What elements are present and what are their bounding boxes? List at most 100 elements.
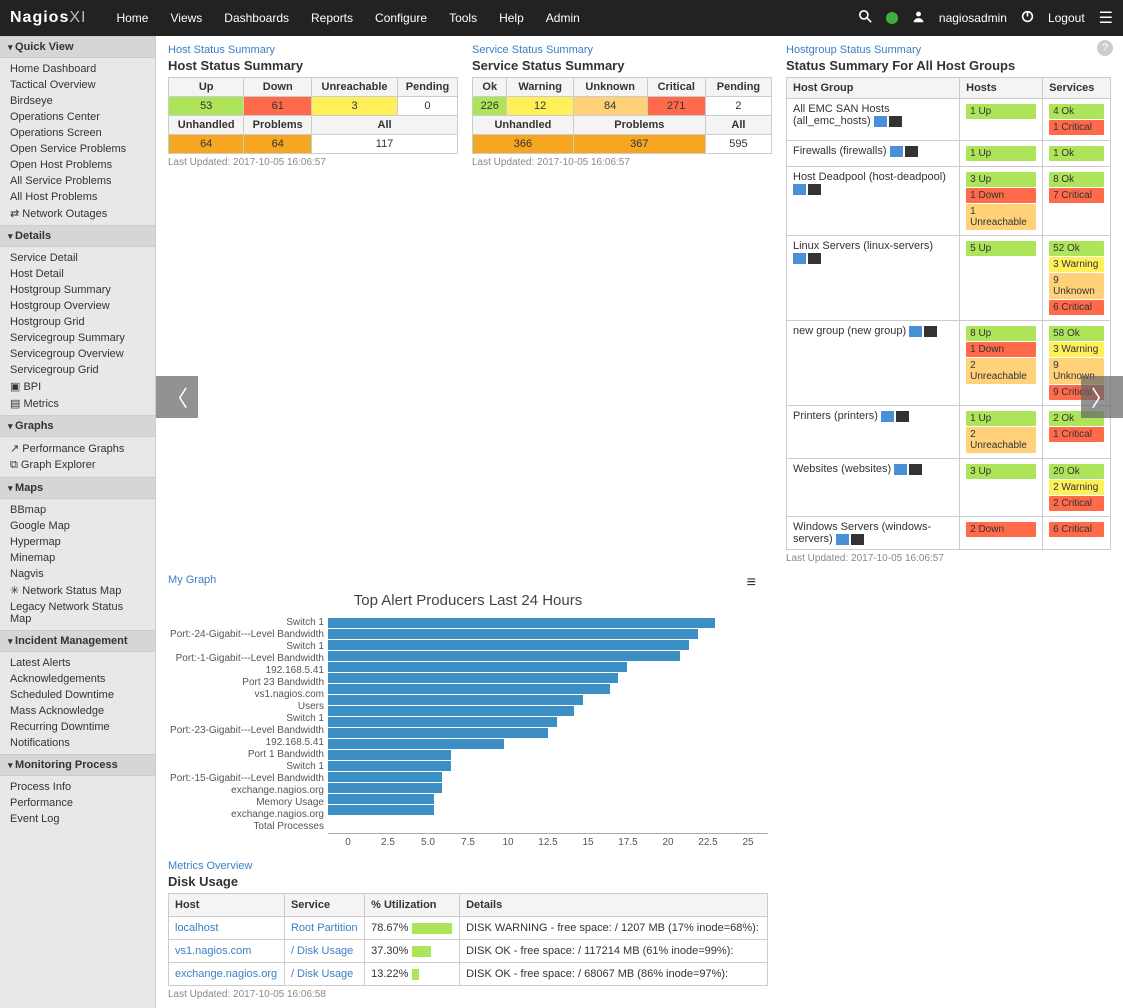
side-item[interactable]: Legacy Network Status Map <box>0 599 155 627</box>
side-item[interactable]: Minemap <box>0 550 155 566</box>
side-item[interactable]: Event Log <box>0 811 155 827</box>
side-item[interactable]: Mass Acknowledge <box>0 703 155 719</box>
side-item[interactable]: ▣ BPI <box>0 378 155 395</box>
side-item[interactable]: Hostgroup Overview <box>0 298 155 314</box>
logo-name: Nagios <box>10 9 69 26</box>
nav-help[interactable]: Help <box>499 11 524 25</box>
side-item[interactable]: ⧉ Graph Explorer <box>0 457 155 474</box>
detail-icon[interactable] <box>924 326 937 337</box>
grid-icon[interactable] <box>793 253 806 264</box>
side-item[interactable]: Operations Screen <box>0 125 155 141</box>
side-item[interactable]: ↗ Performance Graphs <box>0 440 155 457</box>
side-section[interactable]: Graphs <box>0 415 155 437</box>
side-item[interactable]: Servicegroup Summary <box>0 330 155 346</box>
status-ok-icon[interactable] <box>886 12 898 24</box>
svc-status-link[interactable]: Service Status Summary <box>472 44 772 56</box>
prev-arrow[interactable]: 〈 <box>156 376 198 418</box>
side-item[interactable]: Recurring Downtime <box>0 719 155 735</box>
side-item[interactable]: All Service Problems <box>0 173 155 189</box>
disk-host-link[interactable]: exchange.nagios.org <box>175 968 277 980</box>
side-section[interactable]: Monitoring Process <box>0 754 155 776</box>
side-item[interactable]: Home Dashboard <box>0 61 155 77</box>
side-item[interactable]: Hypermap <box>0 534 155 550</box>
content: ? Host Status Summary Host Status Summar… <box>156 36 1123 1008</box>
nav-views[interactable]: Views <box>170 11 202 25</box>
chart-title: Top Alert Producers Last 24 Hours <box>168 592 768 609</box>
side-item[interactable]: BBmap <box>0 502 155 518</box>
chart-link[interactable]: My Graph <box>168 574 768 586</box>
username[interactable]: nagiosadmin <box>939 11 1007 25</box>
side-item[interactable]: All Host Problems <box>0 189 155 205</box>
grid-icon[interactable] <box>894 464 907 475</box>
grid-icon[interactable] <box>874 116 887 127</box>
hostgroup-link[interactable]: Hostgroup Status Summary <box>786 44 1111 56</box>
next-arrow[interactable]: 〉 <box>1081 376 1123 418</box>
grid-icon[interactable] <box>881 411 894 422</box>
grid-icon[interactable] <box>909 326 922 337</box>
disk-svc-link[interactable]: / Disk Usage <box>291 968 353 980</box>
detail-icon[interactable] <box>905 146 918 157</box>
detail-icon[interactable] <box>808 184 821 195</box>
side-item[interactable]: Service Detail <box>0 250 155 266</box>
disk-ts: Last Updated: 2017-10-05 16:06:58 <box>168 989 768 1000</box>
hostgroup-dashlet: Hostgroup Status Summary Status Summary … <box>786 44 1111 564</box>
logout-link[interactable]: Logout <box>1048 11 1085 25</box>
nav-configure[interactable]: Configure <box>375 11 427 25</box>
side-section[interactable]: Details <box>0 225 155 247</box>
disk-link[interactable]: Metrics Overview <box>168 860 768 872</box>
nav-right: nagiosadmin Logout ☰ <box>859 8 1113 28</box>
grid-icon[interactable] <box>793 184 806 195</box>
side-item[interactable]: ▤ Metrics <box>0 395 155 412</box>
side-item[interactable]: Operations Center <box>0 109 155 125</box>
menu-icon[interactable]: ☰ <box>1099 8 1113 28</box>
grid-icon[interactable] <box>890 146 903 157</box>
nav-dashboards[interactable]: Dashboards <box>224 11 289 25</box>
side-item[interactable]: Servicegroup Overview <box>0 346 155 362</box>
search-icon[interactable] <box>859 10 872 26</box>
nav-home[interactable]: Home <box>116 11 148 25</box>
side-item[interactable]: ⇄ Network Outages <box>0 205 155 222</box>
detail-icon[interactable] <box>909 464 922 475</box>
svc-status-ts: Last Updated: 2017-10-05 16:06:57 <box>472 157 772 168</box>
help-icon[interactable]: ? <box>1097 40 1113 56</box>
side-item[interactable]: Host Detail <box>0 266 155 282</box>
grid-icon[interactable] <box>836 534 849 545</box>
detail-icon[interactable] <box>889 116 902 127</box>
disk-host-link[interactable]: vs1.nagios.com <box>175 945 251 957</box>
side-item[interactable]: Hostgroup Summary <box>0 282 155 298</box>
logo-suffix: XI <box>69 9 86 26</box>
side-item[interactable]: Tactical Overview <box>0 77 155 93</box>
disk-host-link[interactable]: localhost <box>175 922 218 934</box>
nav-admin[interactable]: Admin <box>546 11 580 25</box>
side-item[interactable]: Performance <box>0 795 155 811</box>
logo: NagiosXI <box>10 9 86 27</box>
side-item[interactable]: Notifications <box>0 735 155 751</box>
side-item[interactable]: Hostgroup Grid <box>0 314 155 330</box>
detail-icon[interactable] <box>896 411 909 422</box>
chart-ylabels: Switch 1Port:-24-Gigabit---Level Bandwid… <box>168 617 328 833</box>
side-item[interactable]: Open Service Problems <box>0 141 155 157</box>
chart-menu-icon[interactable]: ≡ <box>747 574 756 592</box>
side-item[interactable]: Birdseye <box>0 93 155 109</box>
side-item[interactable]: Servicegroup Grid <box>0 362 155 378</box>
detail-icon[interactable] <box>851 534 864 545</box>
disk-svc-link[interactable]: Root Partition <box>291 922 358 934</box>
nav-tools[interactable]: Tools <box>449 11 477 25</box>
side-item[interactable]: Scheduled Downtime <box>0 687 155 703</box>
side-item[interactable]: Google Map <box>0 518 155 534</box>
host-status-link[interactable]: Host Status Summary <box>168 44 458 56</box>
side-item[interactable]: Open Host Problems <box>0 157 155 173</box>
side-item[interactable]: Process Info <box>0 779 155 795</box>
nav-reports[interactable]: Reports <box>311 11 353 25</box>
side-item[interactable]: Latest Alerts <box>0 655 155 671</box>
side-item[interactable]: Acknowledgements <box>0 671 155 687</box>
side-item[interactable]: ✳ Network Status Map <box>0 582 155 599</box>
side-section[interactable]: Quick View <box>0 36 155 58</box>
side-item[interactable]: Nagvis <box>0 566 155 582</box>
disk-table: HostService% UtilizationDetailslocalhost… <box>168 893 768 986</box>
hostgroup-title: Status Summary For All Host Groups <box>786 58 1111 73</box>
detail-icon[interactable] <box>808 253 821 264</box>
disk-svc-link[interactable]: / Disk Usage <box>291 945 353 957</box>
side-section[interactable]: Maps <box>0 477 155 499</box>
side-section[interactable]: Incident Management <box>0 630 155 652</box>
